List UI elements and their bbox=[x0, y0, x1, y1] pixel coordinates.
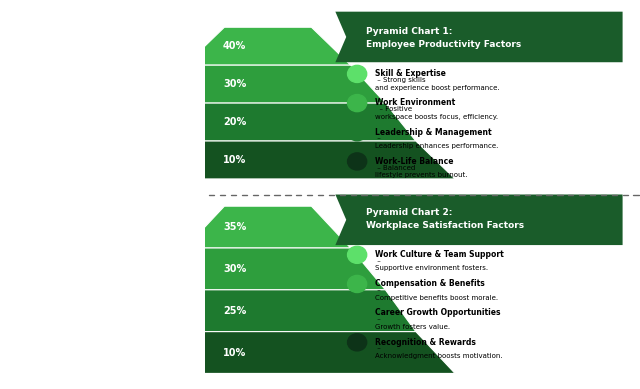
Text: 10%: 10% bbox=[223, 347, 246, 357]
Text: XAVIER: XAVIER bbox=[58, 28, 108, 42]
Text: Recognition & Rewards: Recognition & Rewards bbox=[374, 338, 476, 347]
Text: ✕: ✕ bbox=[26, 23, 47, 47]
Text: 30%: 30% bbox=[223, 79, 246, 89]
Text: Pyramid Chart 1:
Employee Productivity Factors: Pyramid Chart 1: Employee Productivity F… bbox=[366, 27, 521, 49]
Text: Career Growth Opportunities: Career Growth Opportunities bbox=[374, 308, 500, 317]
Polygon shape bbox=[185, 27, 351, 65]
Polygon shape bbox=[81, 331, 455, 373]
Text: 25%: 25% bbox=[223, 306, 246, 316]
Text: CORPORATIONS: CORPORATIONS bbox=[58, 52, 100, 57]
Text: Leadership & Management: Leadership & Management bbox=[374, 128, 491, 137]
Text: Employee Productivity
vs. Workplace Satisfaction:
A Comparative Analysis
Pyramid: Employee Productivity vs. Workplace Sati… bbox=[12, 105, 194, 175]
Polygon shape bbox=[81, 141, 455, 179]
Polygon shape bbox=[335, 12, 623, 62]
Text: –
Leadership enhances performance.: – Leadership enhances performance. bbox=[374, 135, 498, 149]
Circle shape bbox=[348, 246, 367, 263]
Text: 30%: 30% bbox=[223, 264, 246, 274]
Text: – Balanced
lifestyle prevents burnout.: – Balanced lifestyle prevents burnout. bbox=[374, 165, 467, 178]
Text: 40%: 40% bbox=[223, 41, 246, 51]
Polygon shape bbox=[150, 65, 385, 103]
Text: –
Acknowledgment boosts motivation.: – Acknowledgment boosts motivation. bbox=[374, 345, 502, 359]
Text: Skill & Expertise: Skill & Expertise bbox=[374, 69, 445, 78]
Polygon shape bbox=[150, 248, 385, 290]
Text: For detailed insights and more information,
visit our official website at
www.gl: For detailed insights and more informati… bbox=[12, 331, 153, 350]
Text: –
Competitive benefits boost morale.: – Competitive benefits boost morale. bbox=[374, 287, 498, 301]
Text: 35%: 35% bbox=[223, 222, 246, 232]
Text: – Strong skills
and experience boost performance.: – Strong skills and experience boost per… bbox=[374, 77, 499, 91]
Circle shape bbox=[348, 65, 367, 82]
Text: 10%: 10% bbox=[223, 155, 246, 165]
Text: Work Culture & Team Support: Work Culture & Team Support bbox=[374, 250, 503, 259]
Text: This analysis explores the relationship between
employee productivity and workpl: This analysis explores the relationship … bbox=[12, 206, 195, 253]
Text: – Positive
workspace boosts focus, efficiency.: – Positive workspace boosts focus, effic… bbox=[374, 106, 498, 120]
Text: Compensation & Benefits: Compensation & Benefits bbox=[374, 279, 484, 288]
Text: Pyramid Chart 2:
Workplace Satisfaction Factors: Pyramid Chart 2: Workplace Satisfaction … bbox=[366, 208, 524, 230]
Circle shape bbox=[348, 153, 367, 170]
Polygon shape bbox=[120, 290, 416, 331]
Text: –
Growth fosters value.: – Growth fosters value. bbox=[374, 316, 450, 330]
Circle shape bbox=[348, 95, 367, 112]
Circle shape bbox=[348, 275, 367, 293]
Circle shape bbox=[348, 124, 367, 141]
Text: –
Supportive environment fosters.: – Supportive environment fosters. bbox=[374, 258, 488, 272]
Circle shape bbox=[348, 305, 367, 322]
Text: Work-Life Balance: Work-Life Balance bbox=[374, 157, 453, 166]
Polygon shape bbox=[120, 103, 416, 141]
Polygon shape bbox=[335, 194, 623, 245]
Polygon shape bbox=[185, 206, 351, 248]
Text: Work Environment: Work Environment bbox=[374, 98, 455, 107]
Text: 20%: 20% bbox=[223, 117, 246, 127]
Circle shape bbox=[348, 334, 367, 351]
